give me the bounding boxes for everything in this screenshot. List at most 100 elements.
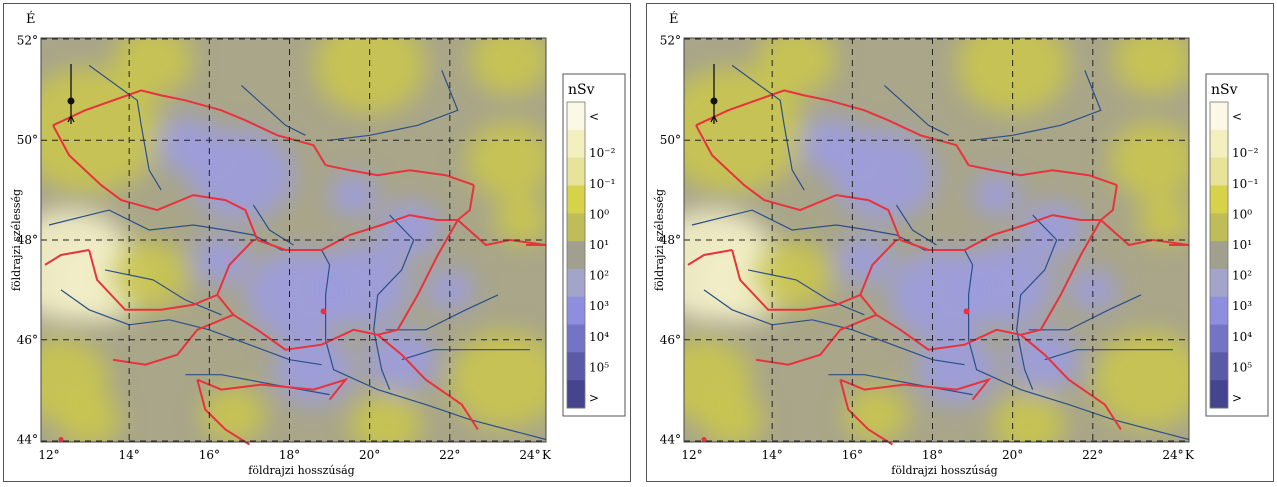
legend-label: > [1232,391,1242,405]
y-axis-title: földrajzi szélesség [10,189,23,291]
dose-region [956,242,1053,327]
source-marker [320,308,327,315]
lon-tick-label: 20° [1002,448,1023,462]
legend-swatch [567,129,585,159]
country-border [1099,184,1190,247]
dose-region [469,38,546,96]
legend-unit: nSv [1211,82,1238,98]
river-line [401,349,530,361]
east-label: K [542,448,552,462]
country-border [52,124,259,241]
river-line [972,70,1102,141]
legend-swatch [567,213,585,242]
legend-swatch [567,324,585,353]
dose-map: É 52° 50° 48° 46° 44°12° 14° 16° 18° 20° 22° 24° Kfö… [653,11,1269,477]
legend-label: > [589,391,599,405]
legend-label: 10⁴ [1232,330,1252,344]
river-line [691,209,1190,441]
legend-swatch [1210,296,1228,326]
river-line [828,374,973,396]
legend-swatch [1210,241,1228,270]
north-arrow-icon [67,97,75,105]
country-border [968,164,1118,187]
dose-region [157,117,222,174]
lon-tick-label: 24° [519,448,540,462]
dose-region [1136,195,1189,245]
north-label: É [669,11,679,27]
lat-tick-label: 48° [17,233,38,247]
lon-tick-label: 18° [279,448,300,462]
legend-swatch [567,268,585,298]
legend-swatch [1210,268,1228,298]
legend-label: 10⁵ [1232,360,1252,374]
legend-swatch [1210,129,1228,159]
legend-swatch [567,157,585,186]
country-border [88,239,255,311]
dose-region [972,174,1021,217]
lon-tick-label: 18° [922,448,943,462]
legend-label: 10⁰ [589,207,609,221]
east-label: K [1185,448,1195,462]
country-border [456,184,547,247]
source-marker [58,437,64,443]
north-arrow-icon [67,114,75,123]
legend-colorbar-frame [1209,101,1229,409]
country-border [687,249,733,266]
dose-region [193,235,250,285]
legend-label: < [1232,110,1242,124]
legend-swatch [1210,213,1228,242]
dose-region [700,391,765,442]
river-line [185,374,330,396]
river-line [731,64,805,191]
dose-region [844,386,909,442]
river-line [703,289,813,326]
lat-tick-label: 50° [660,133,681,147]
y-axis-title: földrajzi szélesség [653,189,666,291]
dose-region [329,174,378,217]
river-line [48,209,547,441]
legend: nSv <10⁻² 10⁻¹ 10⁰ 10¹ 10² 10³ 10⁴ 10⁵ > [562,73,626,417]
legend: nSv <10⁻² 10⁻¹ 10⁰ 10¹ 10² 10³ 10⁴ 10⁵ > [1205,73,1269,417]
legend-unit: nSv [568,82,595,98]
country-border [839,379,893,446]
dose-region [756,38,837,96]
river-line [1028,294,1142,331]
lon-tick-label: 20° [359,448,380,462]
river-line [88,64,162,191]
river-line [240,84,306,136]
country-border [377,334,479,431]
country-border [839,377,992,401]
dose-region [349,393,422,442]
legend-swatch [567,296,585,326]
dose-region [836,235,893,285]
legend-label: 10² [589,269,609,283]
lat-tick-label: 52° [17,33,38,47]
map-frame [40,37,547,443]
legend-colorbar-frame [566,101,586,409]
dose-region [425,268,474,311]
river-line [812,319,965,366]
legend-swatch [567,352,585,381]
country-border [196,377,349,401]
legend-label: 10¹ [1232,238,1252,252]
river-line [1016,214,1058,390]
lat-tick-label: 48° [660,233,681,247]
dose-region [752,240,833,310]
dose-region [465,121,546,199]
country-border [859,294,1021,351]
country-border [196,379,250,446]
legend-swatch [567,185,585,214]
legend-label: 10⁻² [589,146,616,160]
dose-region [1068,268,1117,311]
dose-region [493,195,546,245]
legend-swatch [1210,102,1228,131]
x-axis-title: földrajzi hosszúság [891,464,997,477]
north-arrow-icon [710,97,718,105]
river-line [373,214,415,390]
river-line [329,70,459,141]
x-axis-title: földrajzi hosszúság [248,464,354,477]
country-border [731,239,898,311]
legend-swatch [1210,185,1228,214]
river-line [60,289,170,326]
